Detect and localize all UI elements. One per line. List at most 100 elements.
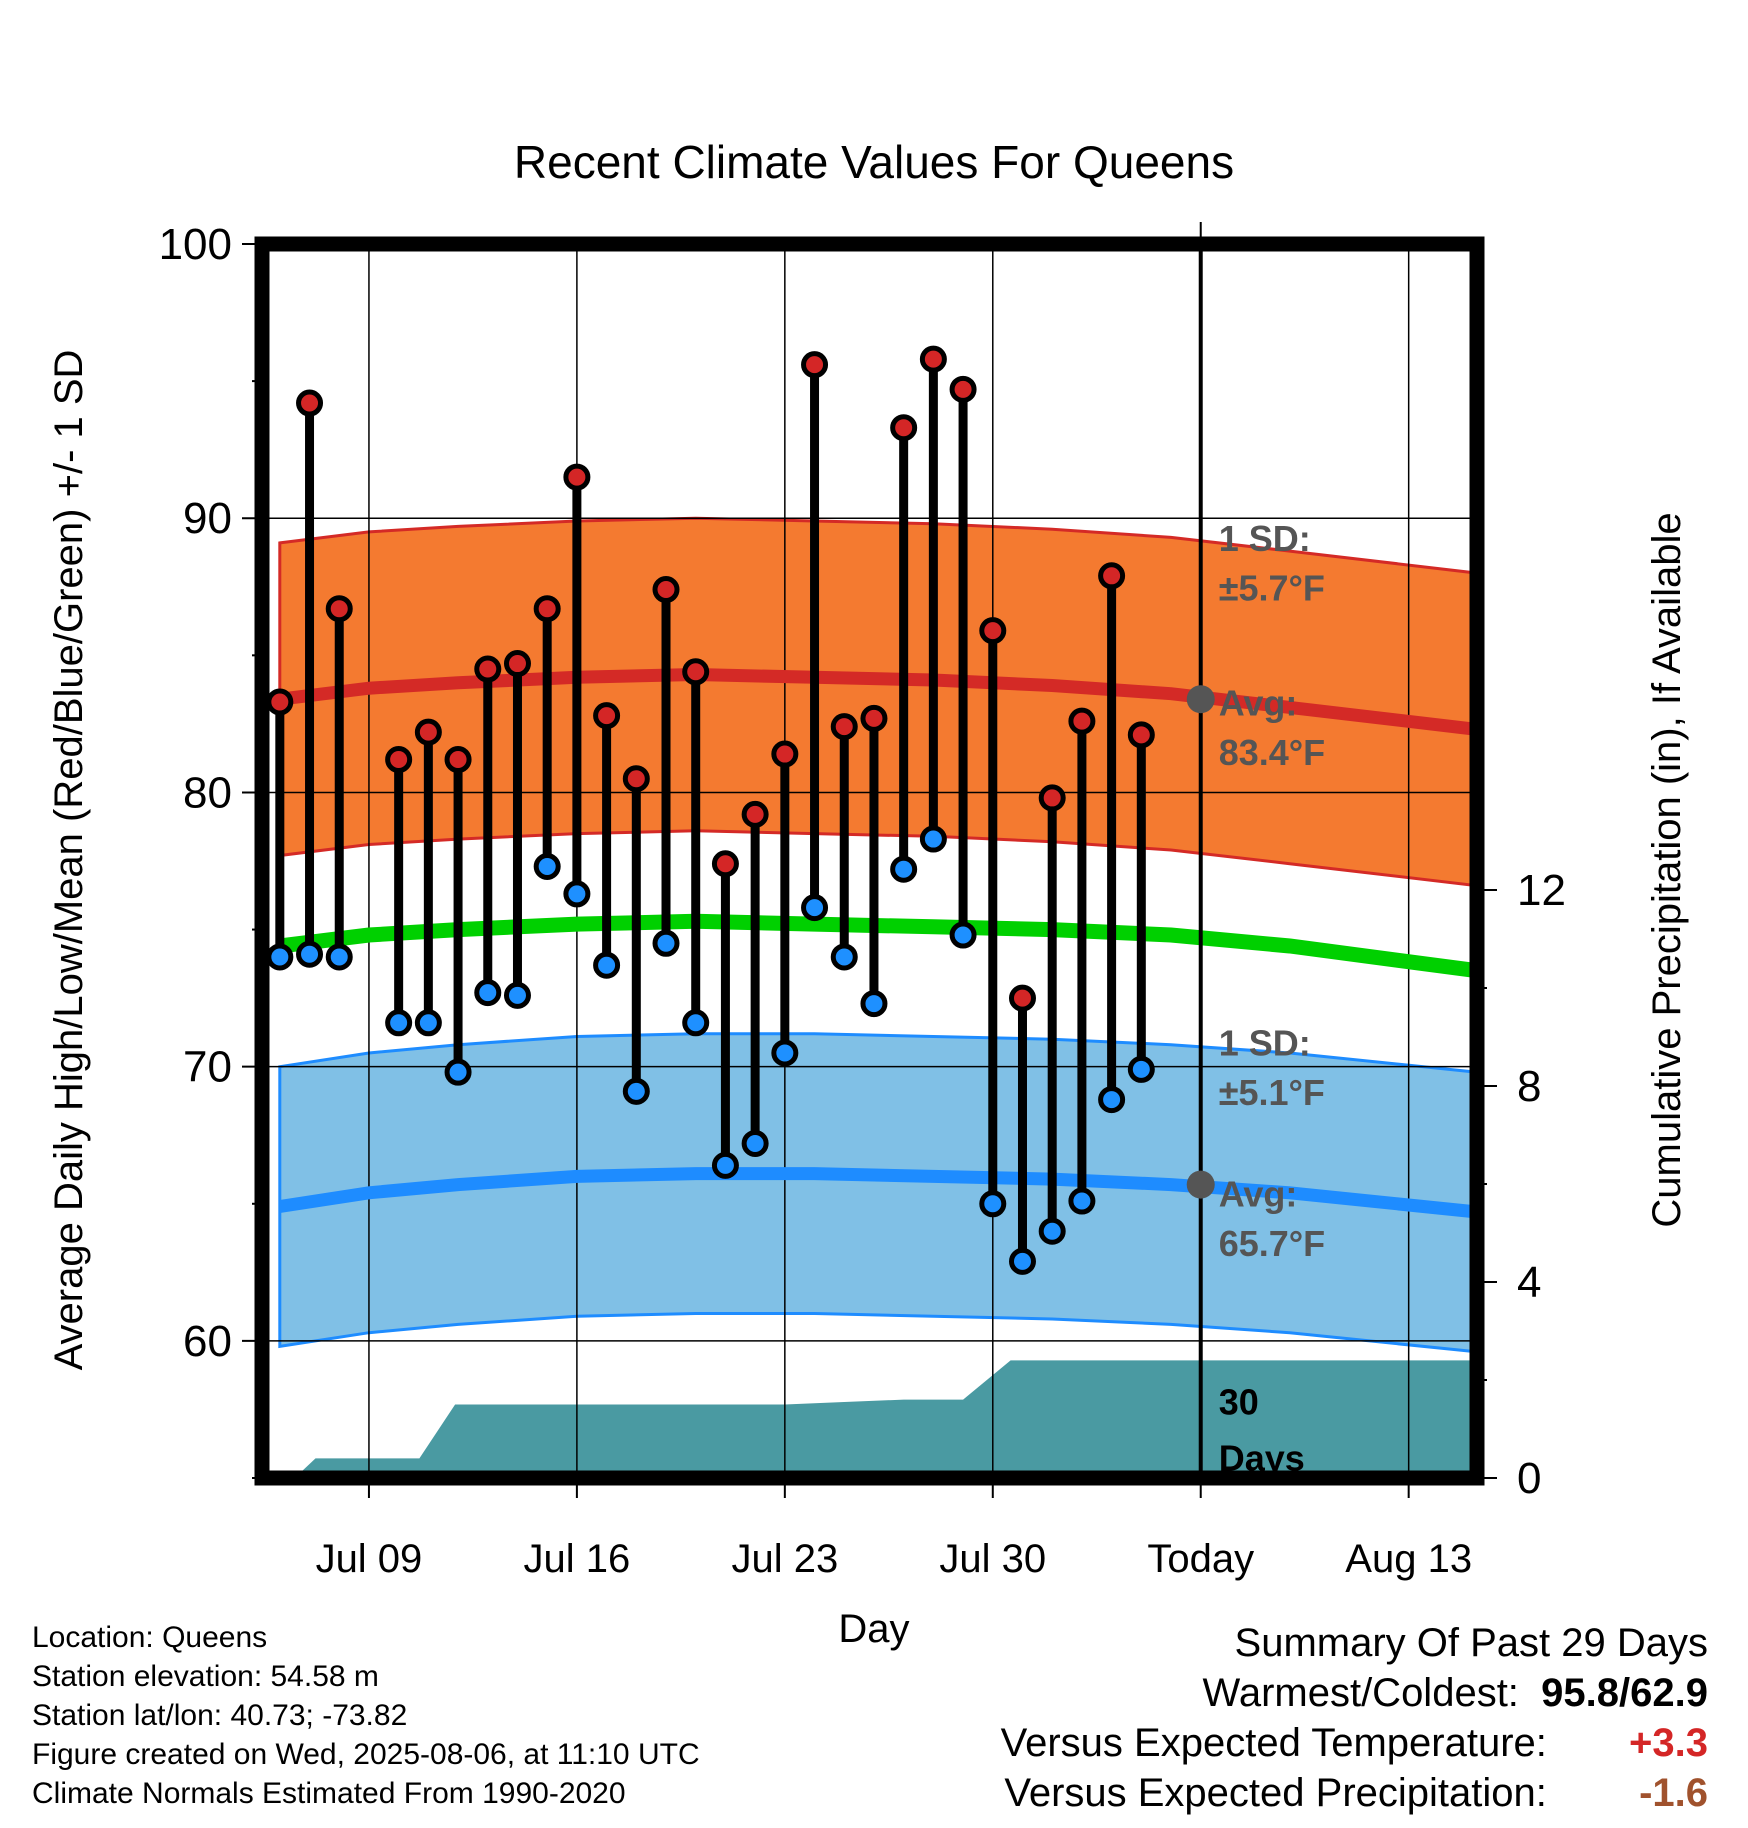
temp-label: Versus Expected Temperature: (1000, 1721, 1547, 1765)
daily-low-point (296, 940, 324, 968)
daily-high-point (622, 765, 650, 793)
daily-high-point (325, 595, 353, 623)
summary-title: Summary Of Past 29 Days (1234, 1621, 1708, 1665)
daily-high-point (949, 375, 977, 403)
summary-panel: Summary Of Past 29 Days Warmest/Coldest:… (1001, 1618, 1708, 1818)
daily-high-point (860, 704, 888, 732)
temp-anomaly-value: +3.3 (1629, 1721, 1708, 1765)
daily-low-point (266, 943, 294, 971)
x-tick-label: Jul 23 (731, 1537, 838, 1581)
daily-high-point (593, 702, 621, 730)
daily-high-point (1098, 562, 1126, 590)
daily-high-point (385, 746, 413, 774)
daily-high-point (503, 650, 531, 678)
daily-low-point (890, 855, 918, 883)
y2-axis-label: Cumulative Precipitation (in), If Availa… (1645, 512, 1689, 1227)
daily-low-point (533, 852, 561, 880)
y2-tick-label: 8 (1517, 1062, 1541, 1111)
y-tick-label: 100 (159, 220, 232, 269)
daily-high-point (830, 713, 858, 741)
daily-high-point (771, 740, 799, 768)
daily-low-point (622, 1077, 650, 1105)
daily-high-point (444, 746, 472, 774)
low-avg-value: 65.7°F (1219, 1223, 1325, 1264)
daily-high-point (1008, 984, 1036, 1012)
daily-low-point (711, 1151, 739, 1179)
daily-low-point (1127, 1055, 1155, 1083)
daily-high-point (296, 389, 324, 417)
station-info: Location: Queens Station elevation: 54.5… (32, 1618, 700, 1813)
daily-high-point (919, 345, 947, 373)
precip-area (294, 1360, 1478, 1478)
warmest-label: Warmest/Coldest: (1202, 1671, 1519, 1715)
daily-low-point (563, 880, 591, 908)
daily-high-point (711, 850, 739, 878)
x-tick-label: Jul 09 (316, 1537, 423, 1581)
daily-low-point (801, 894, 829, 922)
daily-high-point (652, 576, 680, 604)
daily-high-point (1038, 784, 1066, 812)
daily-low-point (444, 1058, 472, 1086)
daily-high-point (414, 718, 442, 746)
daily-low-point (385, 1009, 413, 1037)
plot-area: 1 SD: ±5.7°F Avg: 83.4°F 1 SD: ±5.1°F Avg: 65.7… (159, 220, 1566, 1581)
low-sd-label: 1 SD: (1219, 1023, 1311, 1064)
high-avg-label: Avg: (1219, 683, 1298, 724)
daily-low-point (1098, 1086, 1126, 1114)
summary-precip-row: Versus Expected Precipitation: -1.6 (1001, 1768, 1708, 1818)
daily-high-point (682, 658, 710, 686)
daily-high-point (533, 595, 561, 623)
precip-anomaly-value: -1.6 (1639, 1771, 1708, 1815)
y-tick-label: 90 (183, 494, 232, 543)
daily-high-point (563, 463, 591, 491)
daily-low-point (503, 981, 531, 1009)
summary-warmest-row: Warmest/Coldest: 95.8/62.9 (1001, 1668, 1708, 1718)
daily-low-point (979, 1190, 1007, 1218)
daily-low-point (830, 943, 858, 971)
x-tick-label: Today (1147, 1537, 1254, 1581)
x-tick-label: Aug 13 (1345, 1537, 1472, 1581)
daily-high-point (979, 617, 1007, 645)
precip-label: Versus Expected Precipitation: (1004, 1771, 1547, 1815)
daily-low-point (474, 979, 502, 1007)
daily-low-point (1038, 1217, 1066, 1245)
daily-high-point (741, 800, 769, 828)
y-tick-label: 70 (183, 1043, 232, 1092)
daily-low-point (860, 990, 888, 1018)
daily-low-point (1008, 1247, 1036, 1275)
daily-high-point (266, 688, 294, 716)
daily-low-point (414, 1009, 442, 1037)
daily-low-point (682, 1009, 710, 1037)
today-avg-low-marker (1186, 1170, 1215, 1199)
low-sd-value: ±5.1°F (1219, 1072, 1325, 1113)
warmest-value: 95.8 (1541, 1671, 1620, 1715)
daily-low-point (919, 825, 947, 853)
high-sd-value: ±5.7°F (1219, 567, 1325, 608)
daily-low-point (1068, 1187, 1096, 1215)
x-tick-label: Jul 30 (939, 1537, 1046, 1581)
y-tick-label: 80 (183, 768, 232, 817)
daily-low-point (771, 1039, 799, 1067)
precip-period-number: 30 (1219, 1381, 1259, 1422)
y-tick-label: 60 (183, 1317, 232, 1366)
daily-low-point (741, 1129, 769, 1157)
high-sd-label: 1 SD: (1219, 518, 1311, 559)
daily-high-point (474, 655, 502, 683)
daily-low-point (949, 921, 977, 949)
y-axis-label: Average Daily High/Low/Mean (Red/Blue/Gr… (47, 350, 91, 1371)
elevation-text: Station elevation: 54.58 m (32, 1660, 379, 1693)
warmest-coldest-value: 95.8/62.9 (1541, 1671, 1708, 1715)
daily-low-point (652, 929, 680, 957)
daily-high-point (1127, 721, 1155, 749)
today-avg-high-marker (1186, 685, 1215, 714)
low-avg-label: Avg: (1219, 1174, 1298, 1215)
daily-high-point (801, 351, 829, 379)
created-text: Figure created on Wed, 2025-08-06, at 11… (32, 1738, 700, 1771)
daily-high-point (890, 414, 918, 442)
x-axis-label: Day (838, 1607, 909, 1651)
y2-tick-label: 0 (1517, 1454, 1541, 1503)
daily-low-point (325, 943, 353, 971)
y2-tick-label: 4 (1517, 1258, 1541, 1307)
normals-text: Climate Normals Estimated From 1990-2020 (32, 1777, 626, 1810)
